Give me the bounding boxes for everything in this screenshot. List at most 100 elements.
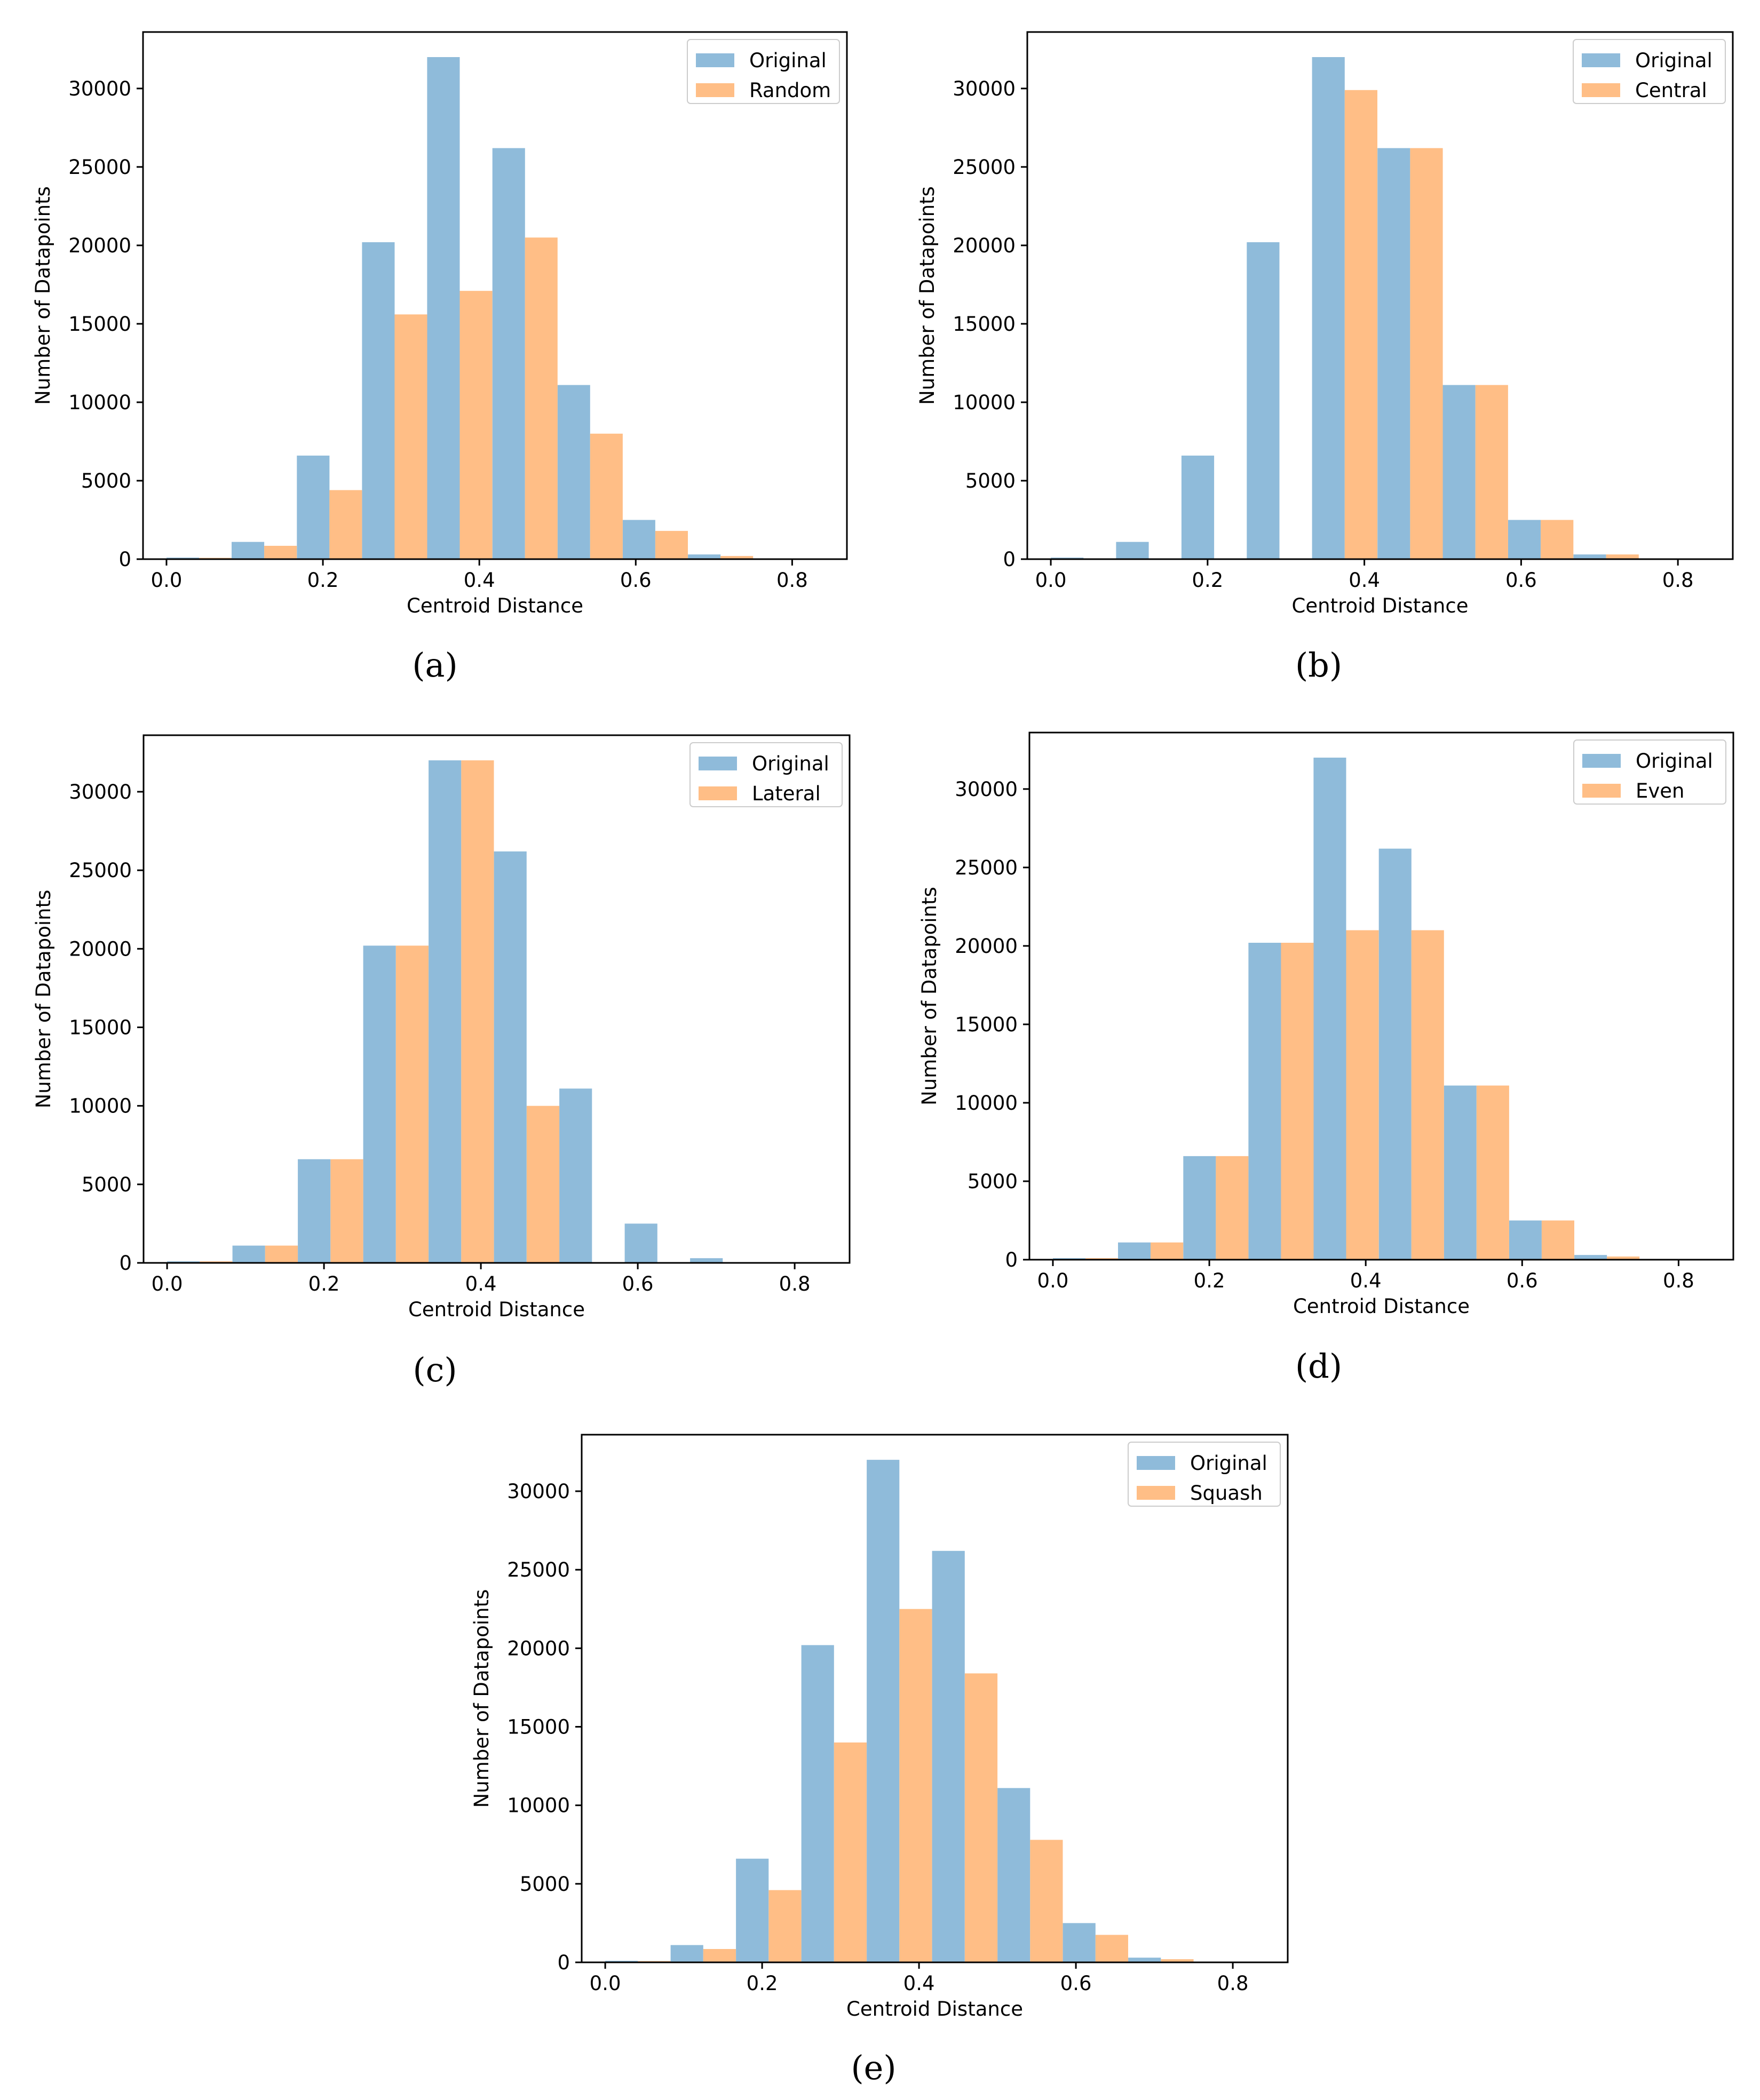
bar-squash-8 — [1161, 1959, 1194, 1962]
bar-even-7 — [1541, 1220, 1574, 1260]
legend: Original Central — [1573, 39, 1726, 104]
legend-label-original: Original — [1635, 49, 1713, 72]
bar-original-7 — [1509, 1220, 1542, 1260]
bar-even-2 — [1216, 1156, 1249, 1260]
y-tick-label: 25000 — [955, 856, 1018, 879]
bar-original-4 — [1312, 57, 1345, 559]
chart-d: 0.0 0.2 0.4 0.6 0.8 0 5000 10000 15000 20000 25000… — [918, 731, 1734, 1386]
legend-swatch-original — [1137, 1456, 1175, 1470]
legend-swatch-random — [696, 83, 734, 97]
y-tick-label: 10000 — [69, 1095, 132, 1118]
y-tick-label: 20000 — [69, 937, 132, 960]
bar-original-8 — [1128, 1958, 1161, 1962]
bar-random-5 — [525, 237, 558, 559]
x-axis-title: Centroid Distance — [1292, 594, 1469, 617]
x-tick-label: 0.4 — [1350, 1269, 1382, 1292]
legend-label-original: Original — [752, 752, 829, 775]
bar-even-3 — [1281, 943, 1314, 1260]
y-tick-label: 10000 — [955, 1092, 1018, 1115]
bar-random-6 — [590, 433, 623, 559]
y-axis-title: Number of Datapoints — [32, 890, 55, 1109]
bar-original-7 — [624, 1223, 657, 1263]
x-tick-label: 0.6 — [1507, 1269, 1538, 1292]
y-tick-label: 0 — [118, 548, 131, 571]
y-axis-title: Number of Datapoints — [916, 186, 939, 405]
legend-label-central: Central — [1635, 79, 1707, 102]
legend-swatch-original — [696, 53, 734, 67]
x-tick-label: 0.8 — [779, 1272, 811, 1295]
y-tick-label: 15000 — [507, 1715, 570, 1738]
bar-squash-5 — [964, 1673, 998, 1962]
bar-original-5 — [1377, 148, 1410, 560]
bar-central-6 — [1475, 385, 1508, 559]
bar-central-5 — [1410, 148, 1443, 560]
bar-original-8 — [1574, 1255, 1607, 1260]
bar-original-5 — [1378, 848, 1412, 1260]
subfigure-caption: (e) — [851, 2048, 896, 2087]
bar-even-6 — [1476, 1085, 1509, 1260]
bar-original-5 — [932, 1550, 965, 1962]
bar-squash-6 — [1030, 1840, 1063, 1962]
bar-random-3 — [394, 314, 427, 559]
legend-label-original: Original — [749, 49, 827, 72]
y-tick-label: 25000 — [69, 859, 132, 882]
chart-a: 0.0 0.2 0.4 0.6 0.8 0 5000 10000 15000 20000 25000… — [31, 31, 848, 685]
bar-original-1 — [1118, 1242, 1151, 1260]
legend: Original Squash — [1128, 1442, 1281, 1507]
chart-e: 0.0 0.2 0.4 0.6 0.8 0 5000 10000 15000 20000 25000… — [470, 1434, 1289, 2087]
y-tick-label: 15000 — [68, 313, 131, 336]
y-tick-label: 0 — [1005, 1248, 1018, 1271]
y-tick-label: 30000 — [955, 778, 1018, 801]
chart-b: 0.0 0.2 0.4 0.6 0.8 0 5000 10000 15000 20000 25000… — [916, 31, 1734, 685]
bar-original-2 — [736, 1858, 769, 1962]
bar-original-7 — [1063, 1923, 1096, 1962]
legend-label-even: Even — [1636, 779, 1685, 802]
y-tick-label: 15000 — [953, 313, 1016, 336]
bar-random-7 — [655, 531, 688, 559]
y-tick-label: 25000 — [953, 156, 1016, 179]
bar-random-2 — [329, 490, 362, 559]
bar-random-4 — [459, 291, 493, 559]
bar-original-2 — [297, 455, 330, 559]
bar-original-5 — [492, 148, 525, 560]
bar-original-3 — [1248, 943, 1281, 1260]
legend-label-original: Original — [1190, 1452, 1267, 1475]
chart-c: 0.0 0.2 0.4 0.6 0.8 0 5000 10000 15000 20000 25000… — [32, 734, 851, 1389]
bar-central-4 — [1344, 90, 1377, 560]
legend: Original Even — [1573, 739, 1726, 805]
bar-random-1 — [264, 546, 297, 559]
legend: Original Random — [687, 39, 840, 104]
bar-original-7 — [622, 520, 655, 559]
bar-original-6 — [1444, 1085, 1477, 1260]
bar-central-7 — [1541, 520, 1574, 559]
bar-original-1 — [232, 1245, 265, 1263]
x-tick-label: 0.6 — [620, 569, 652, 592]
x-axis-title: Centroid Distance — [1293, 1295, 1470, 1318]
y-tick-label: 20000 — [507, 1637, 570, 1660]
x-tick-label: 0.0 — [152, 1272, 183, 1295]
y-tick-label: 5000 — [968, 1170, 1018, 1193]
x-tick-label: 0.0 — [1035, 569, 1067, 592]
bar-original-1 — [670, 1945, 703, 1962]
bar-original-8 — [1573, 554, 1606, 559]
y-tick-label: 25000 — [68, 156, 131, 179]
x-tick-label: 0.2 — [308, 1272, 340, 1295]
bar-central-8 — [1606, 554, 1639, 559]
x-tick-label: 0.2 — [307, 569, 339, 592]
bar-lateral-3 — [395, 945, 429, 1263]
y-tick-label: 30000 — [68, 77, 131, 100]
bar-original-1 — [232, 542, 265, 559]
y-tick-label: 20000 — [68, 234, 131, 257]
legend-label-original: Original — [1636, 750, 1713, 773]
legend-label-lateral: Lateral — [752, 782, 821, 805]
bar-original-2 — [1183, 1156, 1216, 1260]
bar-original-6 — [557, 385, 590, 559]
y-tick-label: 20000 — [955, 935, 1018, 958]
y-tick-label: 5000 — [82, 1173, 132, 1196]
x-axis-title: Centroid Distance — [408, 1298, 585, 1321]
bar-squash-2 — [768, 1890, 802, 1962]
bar-original-2 — [298, 1159, 331, 1263]
y-tick-label: 15000 — [955, 1013, 1018, 1036]
plot-frame — [581, 1434, 1289, 1963]
y-axis-title: Number of Datapoints — [918, 887, 941, 1105]
